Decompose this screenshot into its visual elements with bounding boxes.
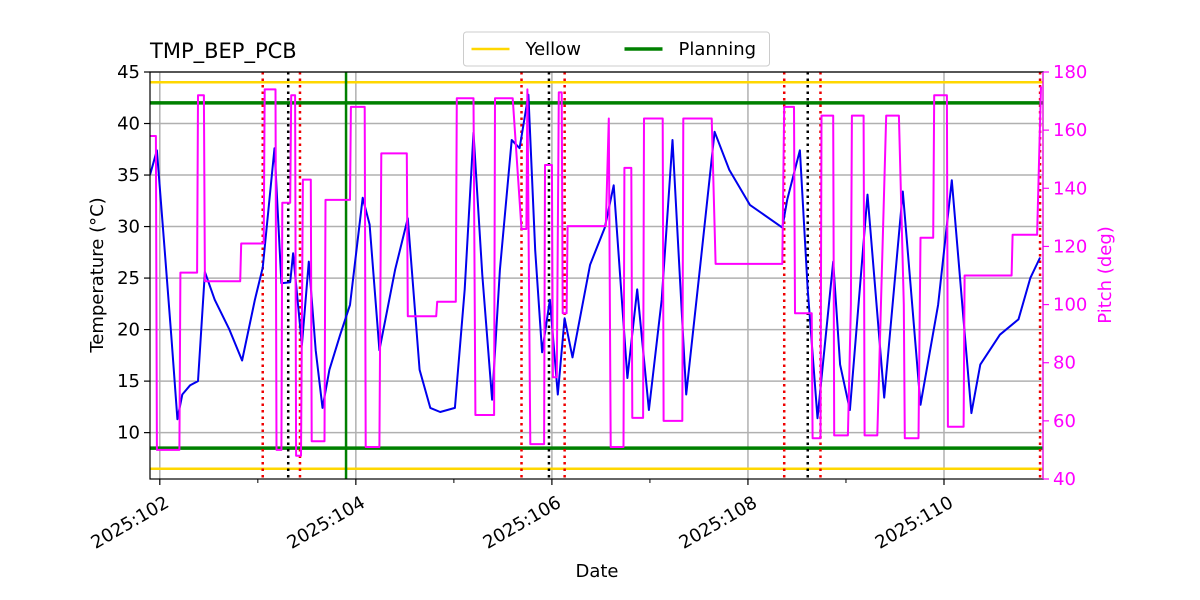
chart-title: TMP_BEP_PCB [149, 39, 297, 64]
y2-tick-label: 40 [1053, 469, 1076, 490]
series-line [150, 86, 1042, 457]
y2-tick-label: 60 [1053, 411, 1076, 432]
x-axis-label: Date [575, 561, 618, 582]
y2-tick-label: 180 [1053, 62, 1087, 83]
y-tick-label: 10 [117, 423, 140, 444]
y-tick-label: 20 [117, 320, 140, 341]
y2-tick-label: 160 [1053, 120, 1087, 141]
legend-box [463, 31, 770, 67]
legend-label: Planning [679, 39, 757, 60]
y-tick-label: 45 [117, 62, 140, 83]
legend-label: Yellow [525, 39, 581, 60]
x-tick-label: 2025:108 [676, 492, 761, 553]
y2-tick-label: 120 [1053, 236, 1087, 257]
y-tick-label: 25 [117, 268, 140, 289]
y-tick-label: 15 [117, 371, 140, 392]
x-tick-label: 2025:110 [872, 492, 957, 553]
y2-tick-label: 80 [1053, 353, 1076, 374]
y2-tick-label: 100 [1053, 295, 1087, 316]
y-axis-label: Temperature (°C) [87, 197, 108, 353]
x-tick-label: 2025:104 [284, 492, 369, 553]
y-tick-label: 35 [117, 165, 140, 186]
x-tick-label: 2025:106 [480, 492, 565, 553]
y-tick-label: 40 [117, 114, 140, 135]
x-tick-label: 2025:102 [88, 492, 173, 553]
y-tick-label: 30 [117, 217, 140, 238]
y2-tick-label: 140 [1053, 178, 1087, 199]
y2-axis-label: Pitch (deg) [1095, 226, 1116, 324]
series-line [150, 93, 1042, 421]
